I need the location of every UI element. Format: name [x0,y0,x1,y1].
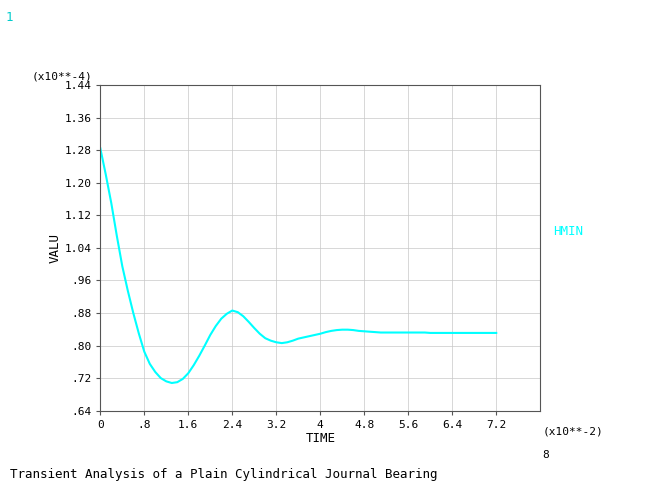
Text: Transient Analysis of a Plain Cylindrical Journal Bearing: Transient Analysis of a Plain Cylindrica… [10,468,437,481]
Y-axis label: VALU: VALU [49,233,61,263]
Text: 8: 8 [542,450,549,460]
Text: HMIN: HMIN [553,225,584,238]
X-axis label: TIME: TIME [305,433,335,446]
Text: 1: 1 [5,11,13,24]
Text: (x10**-2): (x10**-2) [542,427,603,437]
Text: (x10**-4): (x10**-4) [32,72,93,82]
